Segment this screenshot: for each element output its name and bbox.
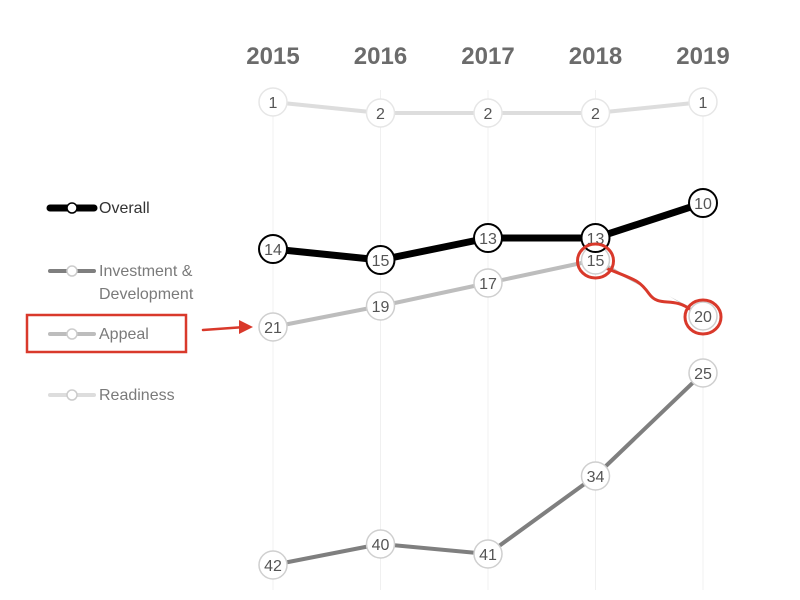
legend-item-readiness: Readiness — [48, 387, 175, 404]
legend-label-appeal: Appeal — [99, 326, 149, 343]
annotation-lines — [604, 259, 693, 315]
legend: Overall Investment & Development Appeal Read… — [46, 200, 194, 404]
node-appeal-2017: 17 — [473, 268, 503, 298]
node-investment-and-development-2017: 41 — [473, 539, 503, 569]
year-axis: 2015 2016 2017 2018 2019 — [246, 43, 729, 70]
node-label-appeal-2016: 19 — [372, 299, 390, 316]
year-label-2019: 2019 — [676, 43, 729, 70]
node-readiness-2017: 2 — [473, 98, 503, 128]
node-label-appeal-2015: 21 — [264, 320, 282, 337]
node-label-readiness-2016: 2 — [376, 106, 385, 123]
year-label-2016: 2016 — [354, 43, 407, 70]
node-label-appeal-2017: 17 — [479, 276, 497, 293]
node-readiness-2019: 1 — [688, 87, 718, 117]
legend-item-investment-and-development: Investment & Development — [48, 263, 194, 303]
year-guides — [272, 90, 704, 590]
hand-drawn-line — [604, 266, 693, 312]
node-appeal-2019: 20 — [688, 301, 718, 331]
node-investment-and-development-2015: 42 — [258, 550, 288, 580]
node-appeal-2016: 19 — [365, 291, 396, 321]
node-readiness-2016: 2 — [365, 98, 396, 128]
node-readiness-2015: 1 — [258, 87, 288, 117]
node-label-investment-and-development-2015: 42 — [264, 558, 282, 575]
highlight-circle-appeal-2018 — [576, 242, 615, 280]
node-label-appeal-2018: 15 — [587, 253, 605, 270]
legend-label-readiness: Readiness — [99, 387, 175, 404]
legend-item-overall: Overall — [46, 200, 150, 217]
node-appeal-2015: 21 — [258, 312, 288, 342]
node-label-overall-2016: 15 — [372, 253, 390, 270]
node-overall-2015: 14 — [258, 234, 288, 264]
legend-item-appeal: Appeal — [48, 326, 149, 343]
node-label-readiness-2019: 1 — [699, 95, 708, 112]
node-label-investment-and-development-2017: 41 — [479, 547, 497, 564]
node-investment-and-development-2016: 40 — [365, 529, 396, 559]
pointer-arrow-shaft — [201, 325, 247, 332]
node-appeal-2018: 15 — [580, 245, 611, 275]
node-label-investment-and-development-2019: 25 — [694, 366, 712, 383]
node-investment-and-development-2019: 25 — [688, 358, 718, 388]
highlight-circle-appeal-2019 — [683, 298, 723, 336]
node-label-overall-2017: 13 — [479, 231, 497, 248]
node-label-investment-and-development-2016: 40 — [372, 537, 390, 554]
node-label-overall-2015: 14 — [264, 242, 282, 259]
legend-label-investment-and-development: Investment & Development — [99, 263, 194, 303]
pointer-arrow-head — [239, 320, 253, 334]
node-overall-2017: 13 — [473, 223, 503, 253]
year-label-2018: 2018 — [569, 43, 622, 70]
node-investment-and-development-2018: 34 — [580, 461, 611, 491]
node-label-readiness-2017: 2 — [484, 106, 493, 123]
highlight-box-appeal-legend — [25, 313, 188, 354]
year-label-2017: 2017 — [461, 43, 514, 70]
node-overall-2019: 10 — [688, 188, 718, 218]
node-label-readiness-2015: 1 — [269, 95, 278, 112]
node-label-readiness-2018: 2 — [591, 106, 600, 123]
node-label-appeal-2019: 20 — [694, 309, 712, 326]
node-label-overall-2019: 10 — [694, 196, 712, 213]
node-readiness-2018: 2 — [580, 98, 611, 128]
node-overall-2016: 15 — [365, 245, 396, 275]
node-label-investment-and-development-2018: 34 — [587, 469, 605, 486]
annotations — [25, 242, 723, 354]
legend-label-overall: Overall — [99, 200, 150, 217]
year-label-2015: 2015 — [246, 43, 299, 70]
